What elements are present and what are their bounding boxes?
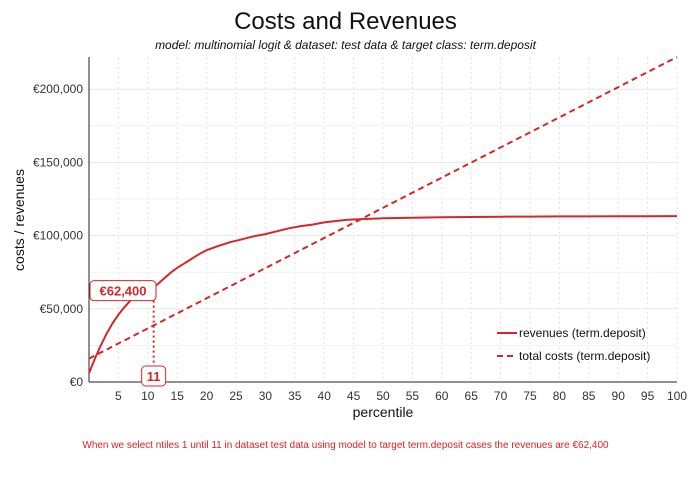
- x-tick-label: 35: [288, 389, 302, 403]
- x-axis-title: percentile: [353, 404, 414, 420]
- x-tick-label: 95: [641, 389, 655, 403]
- y-tick-label: €50,000: [40, 302, 84, 316]
- total-costs-line: [88, 56, 678, 360]
- x-tick-label: 10: [141, 389, 155, 403]
- x-tick-label: 25: [229, 389, 243, 403]
- x-tick-label: 75: [523, 389, 537, 403]
- y-tick-label: €200,000: [33, 82, 83, 96]
- y-tick-label: €150,000: [33, 155, 83, 169]
- annotation-value-label: €62,400: [100, 284, 147, 299]
- annotation-x-label: 11: [147, 369, 161, 384]
- x-tick-label: 5: [115, 389, 122, 403]
- x-tick-label: 80: [553, 389, 567, 403]
- annotation-x-box: [141, 365, 167, 387]
- chart-caption: When we select ntiles 1 until 11 in data…: [82, 440, 609, 451]
- x-tick-label: 40: [318, 389, 332, 403]
- x-tick-label: 55: [406, 389, 420, 403]
- axes: 5 10 15 20 25 30 35 40 45 50 55 60 65 70 75 80 85 90 95 100…: [33, 57, 687, 403]
- x-tick-label: 60: [435, 389, 449, 403]
- x-tick-label: 30: [259, 389, 273, 403]
- x-tick-label: 65: [465, 389, 479, 403]
- legend: revenues (term.deposit) total costs (term…: [497, 326, 650, 363]
- annotation-value-box: [89, 280, 157, 302]
- x-tick-label: 90: [612, 389, 626, 403]
- y-tick-label: €100,000: [33, 229, 83, 243]
- x-tick-label: 85: [582, 389, 596, 403]
- x-tick-label: 100: [667, 389, 687, 403]
- legend-label-total-costs: total costs (term.deposit): [519, 349, 650, 363]
- y-tick-label: €0: [70, 375, 84, 389]
- legend-label-revenues: revenues (term.deposit): [519, 326, 646, 340]
- x-tick-label: 70: [494, 389, 508, 403]
- y-axis-title: costs / revenues: [11, 169, 27, 271]
- chart-subtitle: model: multinomial logit & dataset: test…: [155, 38, 536, 52]
- x-tick-label: 15: [171, 389, 185, 403]
- chart-title: Costs and Revenues: [234, 8, 457, 35]
- grid: [89, 57, 678, 383]
- annotation-layer: €62,400 11: [89, 280, 167, 387]
- x-tick-label: 50: [376, 389, 390, 403]
- x-tick-label: 45: [347, 389, 361, 403]
- x-tick-label: 20: [200, 389, 214, 403]
